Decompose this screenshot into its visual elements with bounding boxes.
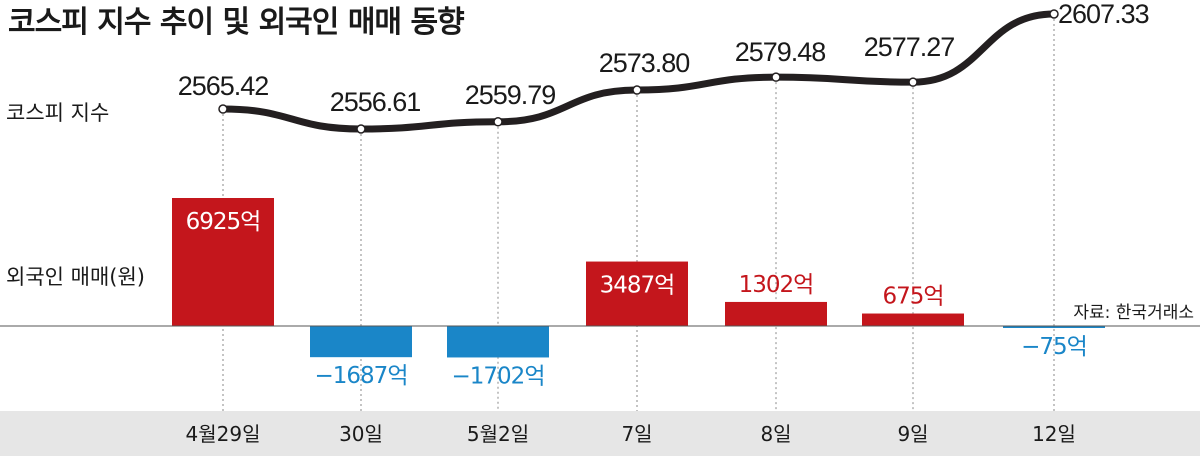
kospi-value-label: 2556.61 — [330, 87, 421, 117]
kospi-point — [632, 85, 642, 95]
kospi-point — [356, 124, 366, 134]
x-tick-label: 8일 — [760, 422, 791, 446]
kospi-point — [908, 77, 918, 87]
kospi-point — [493, 117, 503, 127]
kospi-value-label: 2559.79 — [465, 80, 556, 110]
bar-value-label: −75억 — [1021, 334, 1087, 360]
x-tick-label: 9일 — [897, 422, 928, 446]
bar-value-label: −1702억 — [452, 363, 545, 389]
kospi-value-label: 2577.27 — [864, 32, 955, 62]
foreign-series-label: 외국인 매매(원) — [6, 265, 145, 289]
kospi-series-label: 코스피 지수 — [6, 101, 109, 125]
x-tick-label: 7일 — [621, 422, 652, 446]
kospi-value-label: 2565.42 — [178, 71, 269, 101]
x-tick-label: 30일 — [339, 422, 383, 446]
bar-value-label: 6925억 — [186, 209, 261, 235]
x-tick-label: 4월29일 — [186, 422, 261, 446]
x-axis-band — [0, 411, 1200, 456]
kospi-point — [1049, 9, 1059, 19]
bar — [310, 326, 412, 358]
bar-value-label: 1302억 — [739, 272, 814, 298]
chart-title: 코스피 지수 추이 및 외국인 매매 동향 — [8, 5, 464, 40]
bar — [586, 261, 688, 326]
x-tick-label: 5월2일 — [467, 422, 529, 446]
x-tick-label: 12일 — [1032, 422, 1076, 446]
bar-value-label: −1687억 — [315, 363, 408, 389]
kospi-value-label: 2573.80 — [599, 48, 690, 78]
bar-value-label: 3487억 — [600, 273, 675, 299]
bar — [172, 198, 274, 326]
bar — [725, 301, 827, 326]
kospi-value-label: 2579.48 — [735, 37, 826, 67]
bar — [1003, 326, 1105, 328]
kospi-value-label: 2607.33 — [1058, 0, 1149, 29]
bar — [447, 326, 549, 358]
bar-value-label: 675억 — [882, 284, 943, 310]
source-note: 자료: 한국거래소 — [1073, 303, 1194, 323]
kospi-point — [771, 72, 781, 82]
kospi-point — [218, 104, 228, 114]
bar — [862, 313, 964, 326]
